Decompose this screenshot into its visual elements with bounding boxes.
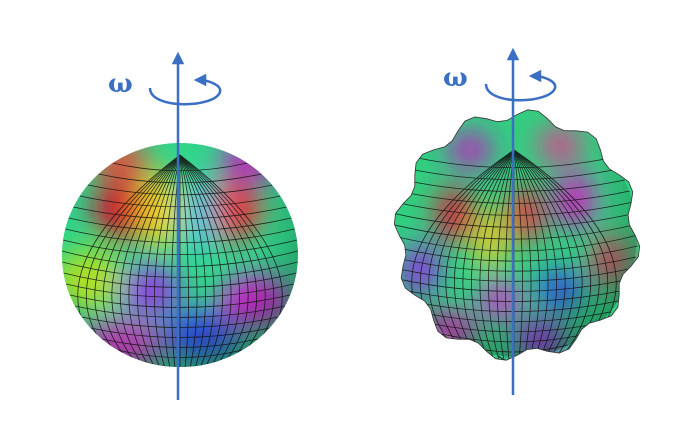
outline xyxy=(393,109,641,361)
rotation-arrow xyxy=(484,69,557,102)
omega-label: ω xyxy=(443,63,468,93)
right-sphere: ω xyxy=(393,47,641,395)
left-sphere: ω xyxy=(62,51,298,400)
omega-label: ω xyxy=(108,69,133,99)
rotation-arrow xyxy=(148,73,222,106)
